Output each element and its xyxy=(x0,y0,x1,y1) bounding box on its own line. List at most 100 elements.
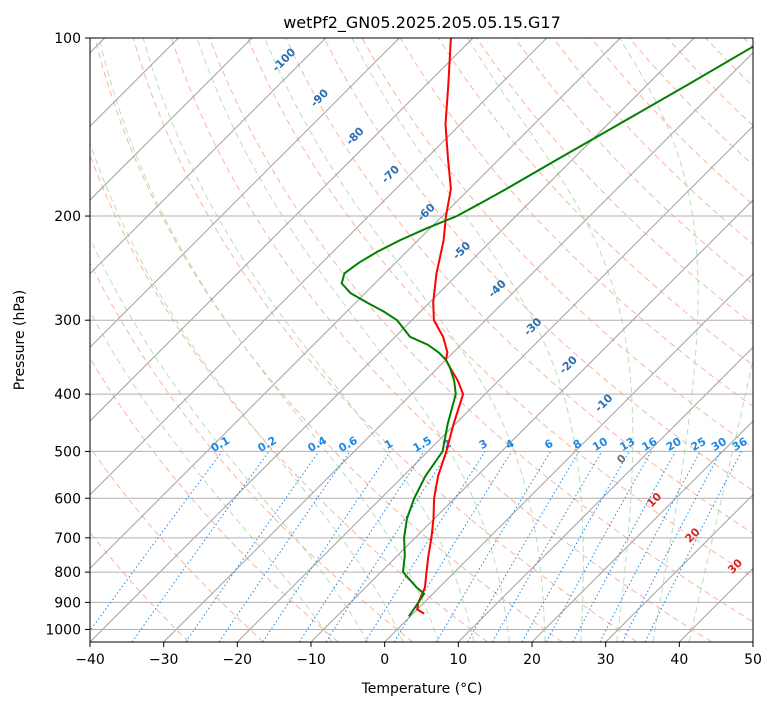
isotherm-label: -80 xyxy=(343,124,366,147)
isotherm-label-positive: 20 xyxy=(683,525,703,545)
mixing-ratio-label: 6 xyxy=(542,437,555,452)
mixing-ratio-line xyxy=(364,451,486,642)
x-tick-label: 0 xyxy=(380,652,389,668)
dry-adiabat xyxy=(90,446,264,642)
dry-adiabat xyxy=(90,357,339,642)
y-tick-label: 300 xyxy=(54,313,81,329)
mixing-ratio-line xyxy=(90,451,223,632)
isotherm-line xyxy=(90,38,400,349)
isotherm-label-positive: 0 xyxy=(614,451,629,466)
x-tick-label: 30 xyxy=(597,652,615,668)
mixing-ratio-line xyxy=(262,451,391,642)
y-tick-label: 100 xyxy=(54,31,81,47)
isotherm-line xyxy=(90,38,253,201)
mixing-ratio-line xyxy=(298,451,425,642)
moist-adiabat xyxy=(688,356,753,642)
y-tick-label: 600 xyxy=(54,491,81,507)
mixing-ratio-line xyxy=(393,451,513,642)
isotherm-label: -70 xyxy=(379,163,402,186)
dry-adiabat xyxy=(132,38,638,642)
isotherm-label: -50 xyxy=(450,239,473,262)
plot-area: 0.1 0.2 0.4 0.6 1 1.5 2 3 4 6 8 10 13 16 20 25 30 36-100-… xyxy=(90,38,775,642)
mixing-ratio-label: 3 xyxy=(477,437,490,452)
y-tick-label: 900 xyxy=(54,595,81,611)
dry-adiabat xyxy=(209,38,753,623)
dry-adiabat xyxy=(90,261,414,642)
isotherm-line xyxy=(90,38,474,422)
dry-adiabat xyxy=(437,38,753,366)
dry-adiabat xyxy=(667,38,753,127)
mixing-ratio-line xyxy=(218,451,351,642)
moist-adiabat xyxy=(90,141,404,642)
isotherm-line xyxy=(457,346,753,642)
isotherm-line xyxy=(310,199,753,642)
mixing-ratio-line xyxy=(621,451,722,642)
mixing-ratio-line xyxy=(185,451,320,642)
chart-title: wetPf2_GN05.2025.205.05.15.G17 xyxy=(283,13,561,33)
dry-adiabat xyxy=(285,38,753,535)
isotherm-label: -60 xyxy=(415,201,438,224)
mixing-ratio-line xyxy=(325,451,450,642)
plot-frame xyxy=(89,37,754,643)
y-tick-label: 200 xyxy=(54,209,81,225)
moist-adiabat xyxy=(196,38,510,642)
dry-adiabat xyxy=(590,38,753,206)
x-tick-label: −30 xyxy=(149,652,179,668)
dry-adiabat xyxy=(705,38,753,88)
y-tick-label: 700 xyxy=(54,531,81,547)
moist-adiabat xyxy=(90,310,333,642)
dry-adiabat xyxy=(323,38,753,492)
isotherm-line xyxy=(605,493,753,642)
y-tick-label: 500 xyxy=(54,444,81,460)
dewpoint-profile xyxy=(340,45,753,617)
isotherm-line xyxy=(384,272,753,642)
moist-adiabat xyxy=(90,236,369,642)
dry-adiabat xyxy=(743,38,753,49)
isotherm-label: -10 xyxy=(592,391,615,414)
isotherm-label: -40 xyxy=(486,277,509,300)
dry-adiabat xyxy=(90,531,190,642)
mixing-ratio-line xyxy=(572,451,676,642)
mixing-ratio-line xyxy=(599,451,701,642)
mixing-ratio-line xyxy=(131,451,270,642)
dry-adiabat xyxy=(94,38,563,642)
x-tick-label: 40 xyxy=(670,652,688,668)
moist-adiabat xyxy=(142,38,475,642)
isotherm-label-positive: 30 xyxy=(725,556,745,576)
x-tick-label: 50 xyxy=(744,652,762,668)
isotherm-label-positive: 40 xyxy=(771,584,775,604)
isotherm-label-positive: 10 xyxy=(644,490,664,510)
isotherm-line xyxy=(90,38,695,642)
x-tick-label: −40 xyxy=(75,652,105,668)
axes: −40 −30 −20 −10 0 10 20 30 40 5010009008007006005… xyxy=(45,31,762,668)
isotherm-line xyxy=(90,38,327,275)
isotherm-label: -20 xyxy=(557,353,580,376)
isotherm-line xyxy=(163,51,753,642)
x-tick-label: 20 xyxy=(523,652,541,668)
dry-adiabat xyxy=(552,38,753,245)
temperature-profile xyxy=(416,38,465,615)
dry-adiabat xyxy=(90,153,488,642)
y-tick-label: 1000 xyxy=(45,622,81,638)
mixing-ratio-label: 4 xyxy=(503,437,516,452)
moist-adiabat xyxy=(618,38,699,642)
x-axis-title: Temperature (°C) xyxy=(361,681,483,697)
isotherm-line xyxy=(90,38,548,496)
dry-adiabat xyxy=(514,38,753,285)
x-tick-label: −10 xyxy=(296,652,326,668)
dry-adiabat xyxy=(476,38,753,326)
isotherm-line xyxy=(531,420,753,642)
moist-adiabat xyxy=(264,38,546,642)
isotherm-line xyxy=(236,125,753,642)
dry-adiabat xyxy=(247,38,753,578)
isotherm-line xyxy=(678,567,753,642)
mixing-ratio-line xyxy=(644,451,742,642)
y-axis-title: Pressure (hPa) xyxy=(12,290,28,390)
isotherm-line xyxy=(90,38,621,570)
mixing-ratio-line xyxy=(521,451,630,642)
mixing-ratio-line xyxy=(435,451,552,642)
moist-adiabat xyxy=(351,38,584,642)
y-tick-label: 800 xyxy=(54,565,81,581)
x-tick-label: −20 xyxy=(223,652,253,668)
